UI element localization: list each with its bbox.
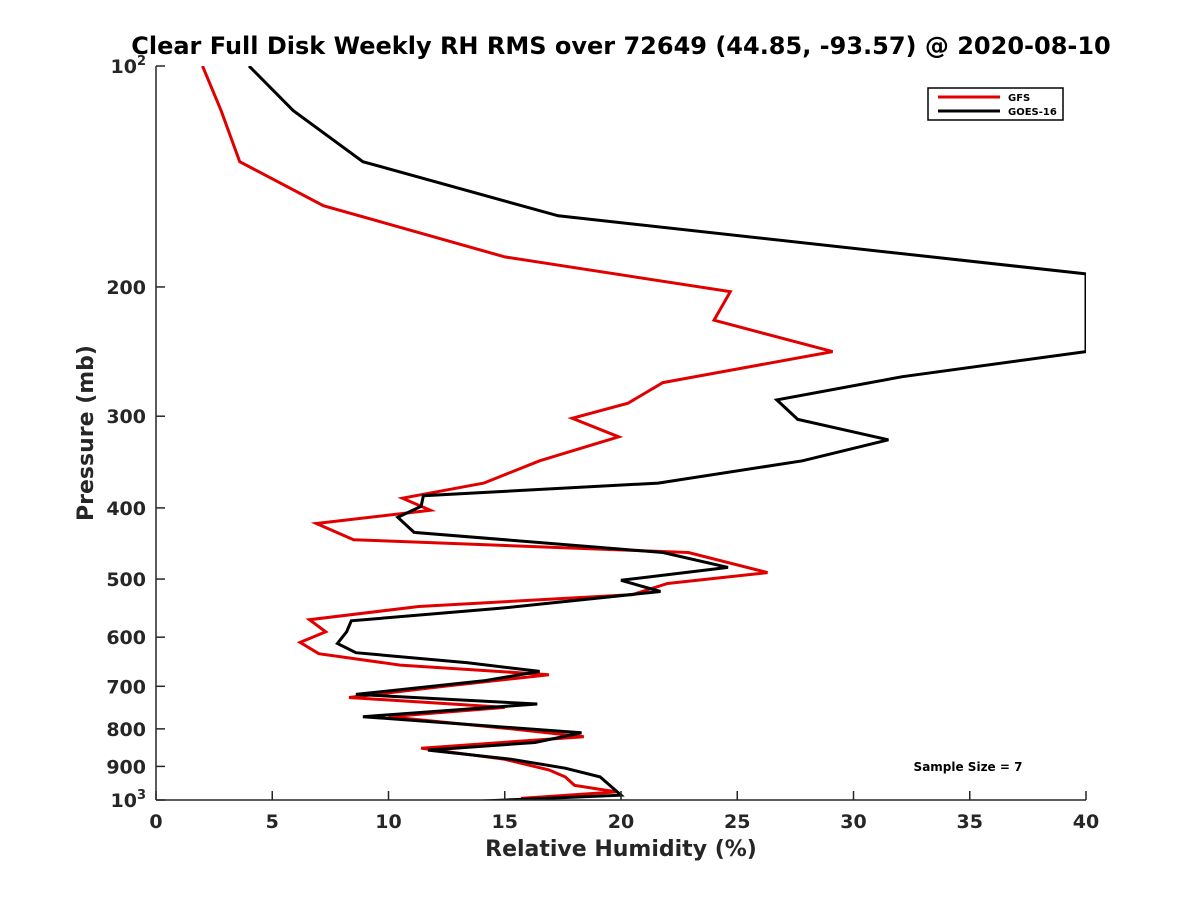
legend-box <box>927 87 1064 121</box>
legend-label: GFS <box>1008 93 1030 104</box>
y-tick-label: 102 <box>111 54 147 78</box>
x-tick-label: 35 <box>957 811 983 833</box>
sample-size-annotation: Sample Size = 7 <box>914 760 1023 774</box>
y-tick-label: 500 <box>106 569 146 591</box>
plot-area: 0 5 10 15 20 25 30 35 40 102 200 300 400 500 600 700 800… <box>106 54 1099 833</box>
y-axis-label: Pressure (mb) <box>74 345 99 521</box>
legend: GFS GOES-16 <box>927 87 1064 121</box>
x-tick-label: 10 <box>375 811 401 833</box>
x-tick-label: 25 <box>724 811 750 833</box>
y-tick-label: 200 <box>106 277 146 299</box>
y-tick-label: 400 <box>106 498 146 520</box>
x-tick-label: 40 <box>1073 811 1099 833</box>
x-tick-label: 15 <box>492 811 518 833</box>
y-tick-label: 800 <box>106 719 146 741</box>
y-tick-label: 300 <box>106 406 146 428</box>
x-axis-label: Relative Humidity (%) <box>485 837 757 862</box>
y-tick-label: 600 <box>106 627 146 649</box>
legend-label: GOES-16 <box>1008 107 1057 118</box>
x-tick-label: 20 <box>608 811 634 833</box>
y-tick-label: 900 <box>106 756 146 778</box>
x-tick-label: 5 <box>266 811 279 833</box>
series-line-goes-16 <box>247 66 1086 800</box>
x-tick-label: 30 <box>840 811 866 833</box>
chart-title: Clear Full Disk Weekly RH RMS over 72649… <box>131 32 1111 60</box>
x-tick-label: 0 <box>149 811 162 833</box>
y-tick-label: 700 <box>106 676 146 698</box>
y-tick-label: 103 <box>111 788 147 812</box>
